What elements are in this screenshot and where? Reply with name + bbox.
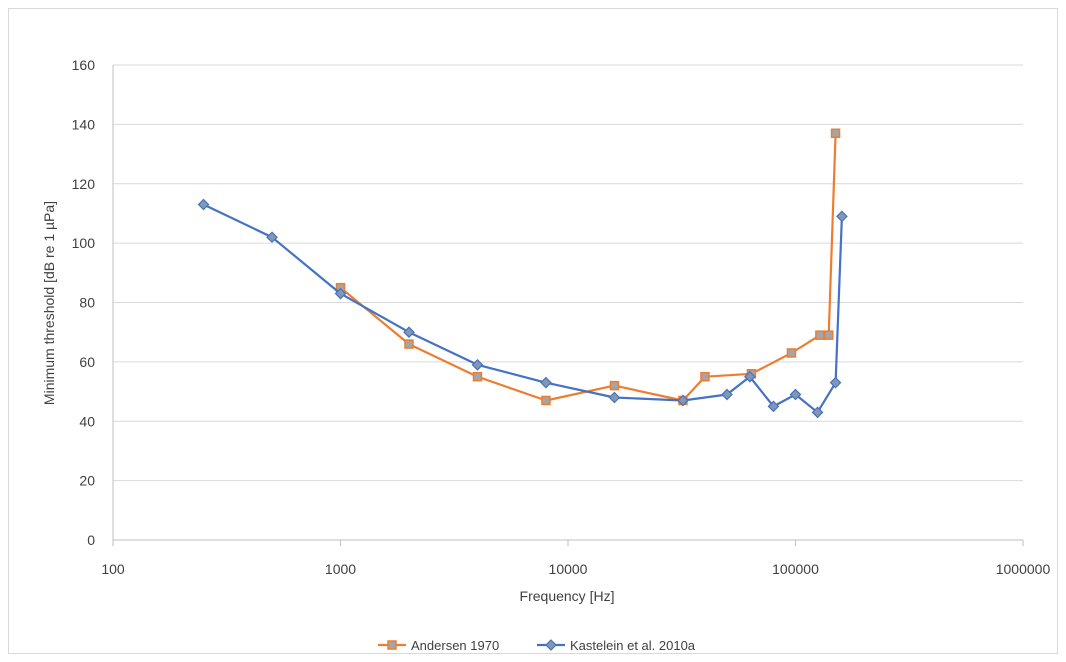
y-tick-label: 80 bbox=[79, 295, 95, 311]
series-1 bbox=[197, 198, 848, 419]
legend-label: Kastelein et al. 2010a bbox=[570, 638, 696, 653]
x-tick-label: 100 bbox=[101, 561, 125, 577]
x-tick-label: 1000 bbox=[325, 561, 356, 577]
data-point-diamond bbox=[767, 400, 780, 413]
y-tick-label: 160 bbox=[72, 57, 96, 73]
data-point-diamond bbox=[608, 391, 621, 404]
axes bbox=[112, 65, 1024, 546]
data-point-diamond bbox=[266, 231, 278, 244]
y-tick-label: 100 bbox=[72, 235, 96, 251]
data-point-diamond bbox=[677, 394, 689, 407]
data-point-diamond bbox=[545, 639, 557, 651]
data-point-diamond bbox=[540, 376, 552, 389]
data-point-square bbox=[387, 640, 397, 650]
data-point-diamond bbox=[811, 406, 824, 419]
y-tick-label: 40 bbox=[79, 413, 95, 429]
data-point-square bbox=[472, 371, 483, 382]
data-point-diamond bbox=[471, 358, 484, 371]
data-point-square bbox=[609, 380, 620, 391]
series-line bbox=[339, 133, 837, 402]
data-point-square bbox=[830, 128, 841, 139]
data-point-diamond bbox=[721, 388, 733, 401]
data-point-diamond bbox=[829, 376, 842, 389]
data-point-diamond bbox=[744, 370, 756, 383]
x-tick-labels: 100 1000 10000 100000 1000000 bbox=[101, 561, 1050, 577]
data-point-square bbox=[700, 371, 710, 382]
data-point-square bbox=[823, 330, 834, 340]
y-tick-label: 60 bbox=[79, 354, 95, 370]
data-point-square bbox=[786, 348, 797, 358]
data-point-square bbox=[541, 395, 551, 406]
data-point-diamond bbox=[197, 198, 210, 211]
y-tick-label: 20 bbox=[79, 473, 95, 489]
y-tick-labels: 0 20 40 60 80 100 120 140 160 bbox=[72, 57, 96, 548]
data-point-diamond bbox=[836, 210, 848, 223]
x-tick-label: 100000 bbox=[772, 561, 819, 577]
data-point-diamond bbox=[403, 326, 415, 339]
gridlines bbox=[113, 64, 1023, 482]
x-axis-title: Frequency [Hz] bbox=[520, 588, 615, 604]
series-0 bbox=[335, 128, 841, 406]
series-layer bbox=[197, 128, 848, 419]
chart-frame bbox=[8, 8, 1058, 654]
legend-item-1: Kastelein et al. 2010a bbox=[537, 638, 696, 653]
x-tick-label: 1000000 bbox=[996, 561, 1051, 577]
legend-item-0: Andersen 1970 bbox=[378, 638, 499, 653]
y-tick-label: 0 bbox=[87, 532, 95, 548]
data-point-square bbox=[815, 330, 825, 340]
y-axis-title: Minimum threshold [dB re 1 µPa] bbox=[41, 201, 57, 405]
legend: Andersen 1970 Kastelein et al. 2010a bbox=[378, 638, 696, 653]
data-point-diamond bbox=[334, 287, 347, 300]
data-point-square bbox=[404, 339, 414, 349]
y-tick-label: 140 bbox=[72, 116, 96, 132]
data-point-diamond bbox=[789, 388, 802, 401]
series-line bbox=[203, 203, 843, 414]
x-tick-label: 10000 bbox=[549, 561, 588, 577]
legend-label: Andersen 1970 bbox=[411, 638, 499, 653]
y-tick-label: 120 bbox=[72, 176, 96, 192]
